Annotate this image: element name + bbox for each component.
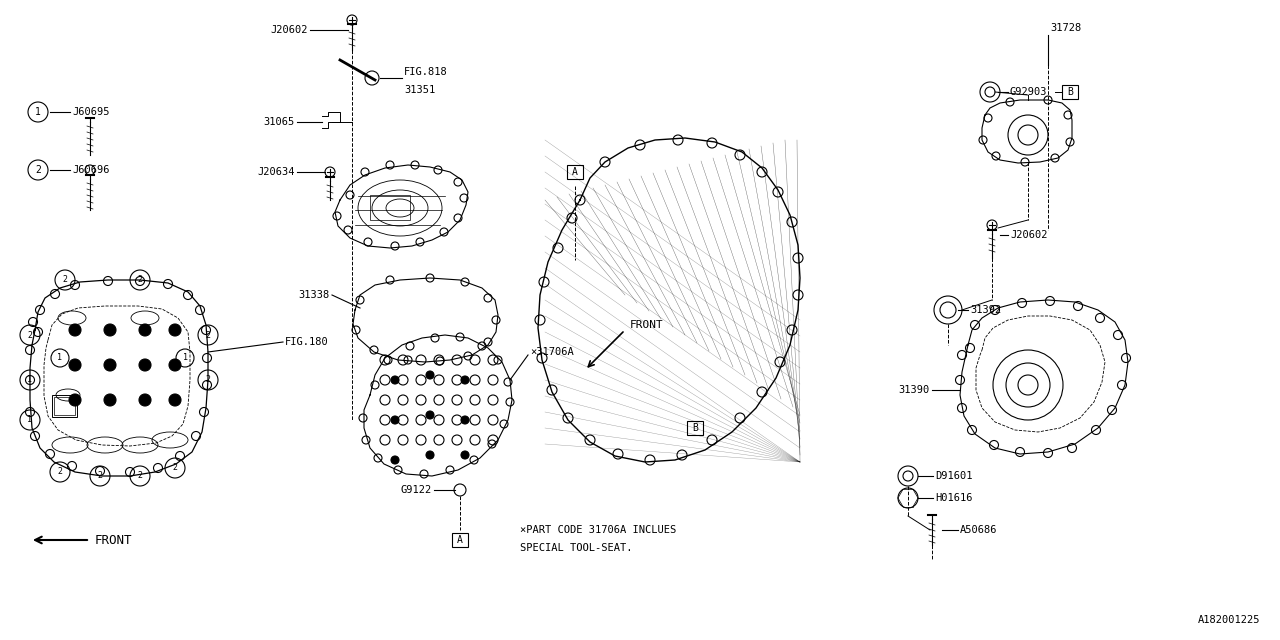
Text: 31392: 31392: [970, 305, 1001, 315]
Text: 2: 2: [206, 376, 210, 385]
Circle shape: [169, 359, 180, 371]
Text: G92903: G92903: [1010, 87, 1047, 97]
Text: FIG.818: FIG.818: [404, 67, 448, 77]
Text: FRONT: FRONT: [630, 320, 664, 330]
Text: J60695: J60695: [72, 107, 110, 117]
Text: D91601: D91601: [934, 471, 973, 481]
Circle shape: [104, 394, 116, 406]
Text: J20602: J20602: [270, 25, 308, 35]
Circle shape: [390, 416, 399, 424]
Circle shape: [426, 371, 434, 379]
Circle shape: [390, 456, 399, 464]
Circle shape: [69, 394, 81, 406]
Text: 31728: 31728: [1050, 23, 1082, 33]
Text: A50686: A50686: [960, 525, 997, 535]
Bar: [452, 533, 468, 547]
Text: 1: 1: [27, 415, 32, 424]
Text: 1: 1: [27, 376, 32, 385]
Circle shape: [140, 324, 151, 336]
Bar: [687, 421, 703, 435]
Text: 2: 2: [137, 275, 142, 285]
Text: 1: 1: [35, 107, 41, 117]
Text: 2: 2: [27, 330, 32, 339]
Circle shape: [169, 394, 180, 406]
Bar: [52, 395, 77, 417]
Circle shape: [104, 324, 116, 336]
Text: J60696: J60696: [72, 165, 110, 175]
Text: FIG.180: FIG.180: [285, 337, 329, 347]
Text: A182001225: A182001225: [1198, 615, 1260, 625]
Text: 31338: 31338: [298, 290, 330, 300]
Bar: [370, 195, 410, 220]
Bar: [567, 165, 582, 179]
Circle shape: [461, 376, 468, 384]
Bar: [1062, 85, 1078, 99]
Text: 2: 2: [173, 463, 178, 472]
Circle shape: [426, 411, 434, 419]
Text: A: A: [572, 167, 579, 177]
Text: ×31706A: ×31706A: [530, 347, 573, 357]
Text: 2: 2: [58, 467, 63, 477]
Bar: [54, 397, 76, 415]
Circle shape: [69, 324, 81, 336]
Text: SPECIAL TOOL-SEAT.: SPECIAL TOOL-SEAT.: [520, 543, 632, 553]
Text: B: B: [1068, 87, 1073, 97]
Text: 2: 2: [63, 275, 68, 285]
Text: 31390: 31390: [899, 385, 931, 395]
Text: H01616: H01616: [934, 493, 973, 503]
Text: J20602: J20602: [1010, 230, 1047, 240]
Text: J20634: J20634: [257, 167, 294, 177]
Text: ×PART CODE 31706A INCLUES: ×PART CODE 31706A INCLUES: [520, 525, 676, 535]
Text: 31065: 31065: [264, 117, 294, 127]
Text: G9122: G9122: [401, 485, 433, 495]
Text: 1: 1: [183, 353, 187, 362]
Circle shape: [169, 324, 180, 336]
Circle shape: [104, 359, 116, 371]
Text: 1: 1: [58, 353, 63, 362]
Text: 31351: 31351: [404, 85, 435, 95]
Text: 2: 2: [35, 165, 41, 175]
Circle shape: [461, 451, 468, 459]
Circle shape: [140, 359, 151, 371]
Text: 2: 2: [97, 472, 102, 481]
Circle shape: [390, 376, 399, 384]
Text: B: B: [692, 423, 698, 433]
Circle shape: [69, 359, 81, 371]
Circle shape: [140, 394, 151, 406]
Text: A: A: [457, 535, 463, 545]
Text: 2: 2: [206, 330, 210, 339]
Circle shape: [426, 451, 434, 459]
Circle shape: [461, 416, 468, 424]
Text: FRONT: FRONT: [95, 534, 133, 547]
Text: 2: 2: [137, 472, 142, 481]
